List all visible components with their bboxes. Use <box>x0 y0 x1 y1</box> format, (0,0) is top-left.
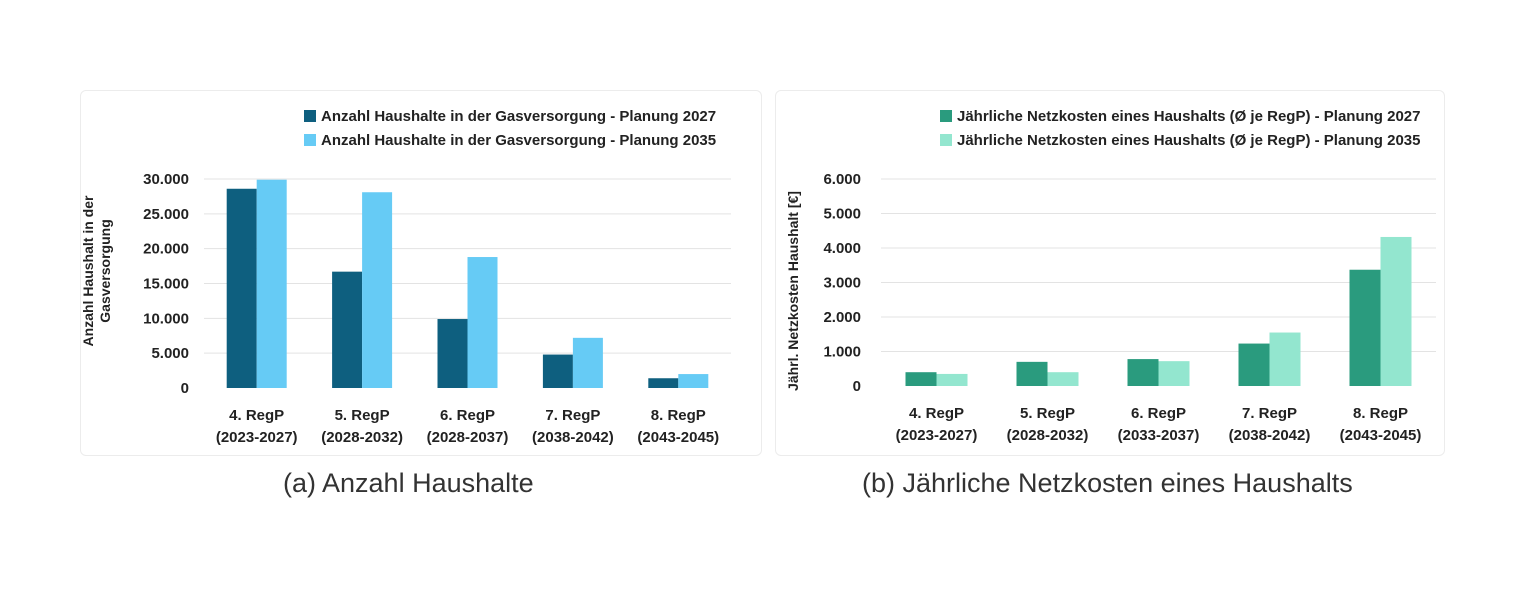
x-tick-label: 4. RegP <box>909 405 964 422</box>
y-tick-label: 0 <box>181 380 189 397</box>
x-tick-label: 7. RegP <box>545 407 600 424</box>
bar-series2-cat2 <box>1047 372 1079 386</box>
y-axis-title: Anzahl Haushalt in derGasversorgung <box>81 195 113 346</box>
bar-series2-cat1 <box>256 179 287 388</box>
bar-series2-cat3 <box>1158 361 1190 386</box>
y-tick-label: 0 <box>853 378 861 395</box>
bar-series1-cat4 <box>1238 343 1270 386</box>
chart-panel-households: 0 5.000 10.000 15.000 20.000 25.000 30.000 Anza… <box>80 90 762 456</box>
bar-series1-cat1 <box>226 188 257 388</box>
y-tick-label: 30.000 <box>143 171 189 188</box>
y-axis-title: Jährl. Netzkosten Haushalt [€] <box>785 191 801 391</box>
legend-label: Anzahl Haushalte in der Gasversorgung - … <box>321 108 716 125</box>
x-tick-label: 5. RegP <box>335 407 390 424</box>
legend-label: Anzahl Haushalte in der Gasversorgung - … <box>321 132 716 149</box>
x-tick-label: 4. RegP <box>229 407 284 424</box>
legend-swatch <box>304 110 316 122</box>
bar-series1-cat4 <box>542 354 573 388</box>
x-tick-label: 8. RegP <box>651 407 706 424</box>
legend-swatch <box>940 110 952 122</box>
legend-label: Jährliche Netzkosten eines Haushalts (Ø … <box>957 108 1420 125</box>
y-tick-label: 4.000 <box>823 240 861 257</box>
x-tick-label: (2028-2032) <box>321 429 403 446</box>
x-tick-label: (2038-2042) <box>532 429 614 446</box>
bar-series2-cat5 <box>1380 236 1412 386</box>
bar-series2-cat5 <box>678 374 709 388</box>
y-tick-label: 20.000 <box>143 241 189 258</box>
caption-households: (a) Anzahl Haushalte <box>283 468 534 498</box>
bar-series1-cat5 <box>648 378 679 388</box>
y-tick-label: 10.000 <box>143 310 189 327</box>
bar-series1-cat2 <box>332 271 363 388</box>
caption-network-costs: (b) Jährliche Netzkosten eines Haushalts <box>862 468 1353 498</box>
x-tick-label: 7. RegP <box>1242 405 1297 422</box>
x-tick-label: (2028-2037) <box>427 429 509 446</box>
bar-chart-network-costs: 0 1.000 2.000 3.000 4.000 5.000 6.000 Jährl. Ne… <box>785 108 1436 444</box>
bar-series1-cat2 <box>1016 361 1048 386</box>
y-tick-label: 1.000 <box>823 344 861 361</box>
x-tick-label: 6. RegP <box>1131 405 1186 422</box>
y-tick-label: 25.000 <box>143 206 189 223</box>
x-tick-label: (2038-2042) <box>1229 427 1311 444</box>
legend-label: Jährliche Netzkosten eines Haushalts (Ø … <box>957 132 1420 149</box>
bar-series1-cat3 <box>437 319 468 388</box>
x-tick-label: (2043-2045) <box>1340 427 1422 444</box>
x-tick-label: (2023-2027) <box>896 427 978 444</box>
bar-series1-cat5 <box>1349 269 1381 386</box>
bar-series2-cat2 <box>362 192 393 388</box>
x-tick-label: (2028-2032) <box>1007 427 1089 444</box>
legend-swatch <box>940 134 952 146</box>
bar-series2-cat4 <box>572 337 603 388</box>
y-tick-label: 5.000 <box>151 345 189 362</box>
y-tick-label: 2.000 <box>823 309 861 326</box>
y-tick-label: 15.000 <box>143 276 189 293</box>
x-tick-label: (2043-2045) <box>637 429 719 446</box>
x-tick-label: 6. RegP <box>440 407 495 424</box>
y-tick-label: 5.000 <box>823 206 861 223</box>
legend-swatch <box>304 134 316 146</box>
chart-panel-network-costs: 0 1.000 2.000 3.000 4.000 5.000 6.000 Jährl. Ne… <box>775 90 1445 456</box>
x-tick-label: 8. RegP <box>1353 405 1408 422</box>
bar-series2-cat3 <box>467 257 498 388</box>
bar-series2-cat1 <box>936 373 968 386</box>
bar-chart-households: 0 5.000 10.000 15.000 20.000 25.000 30.000 Anza… <box>81 108 731 446</box>
bar-series1-cat3 <box>1127 359 1159 386</box>
x-tick-label: (2033-2037) <box>1118 427 1200 444</box>
bar-series2-cat4 <box>1269 332 1301 386</box>
y-tick-label: 3.000 <box>823 275 861 292</box>
x-tick-label: 5. RegP <box>1020 405 1075 422</box>
bar-series1-cat1 <box>905 372 937 386</box>
y-tick-label: 6.000 <box>823 171 861 188</box>
x-tick-label: (2023-2027) <box>216 429 298 446</box>
